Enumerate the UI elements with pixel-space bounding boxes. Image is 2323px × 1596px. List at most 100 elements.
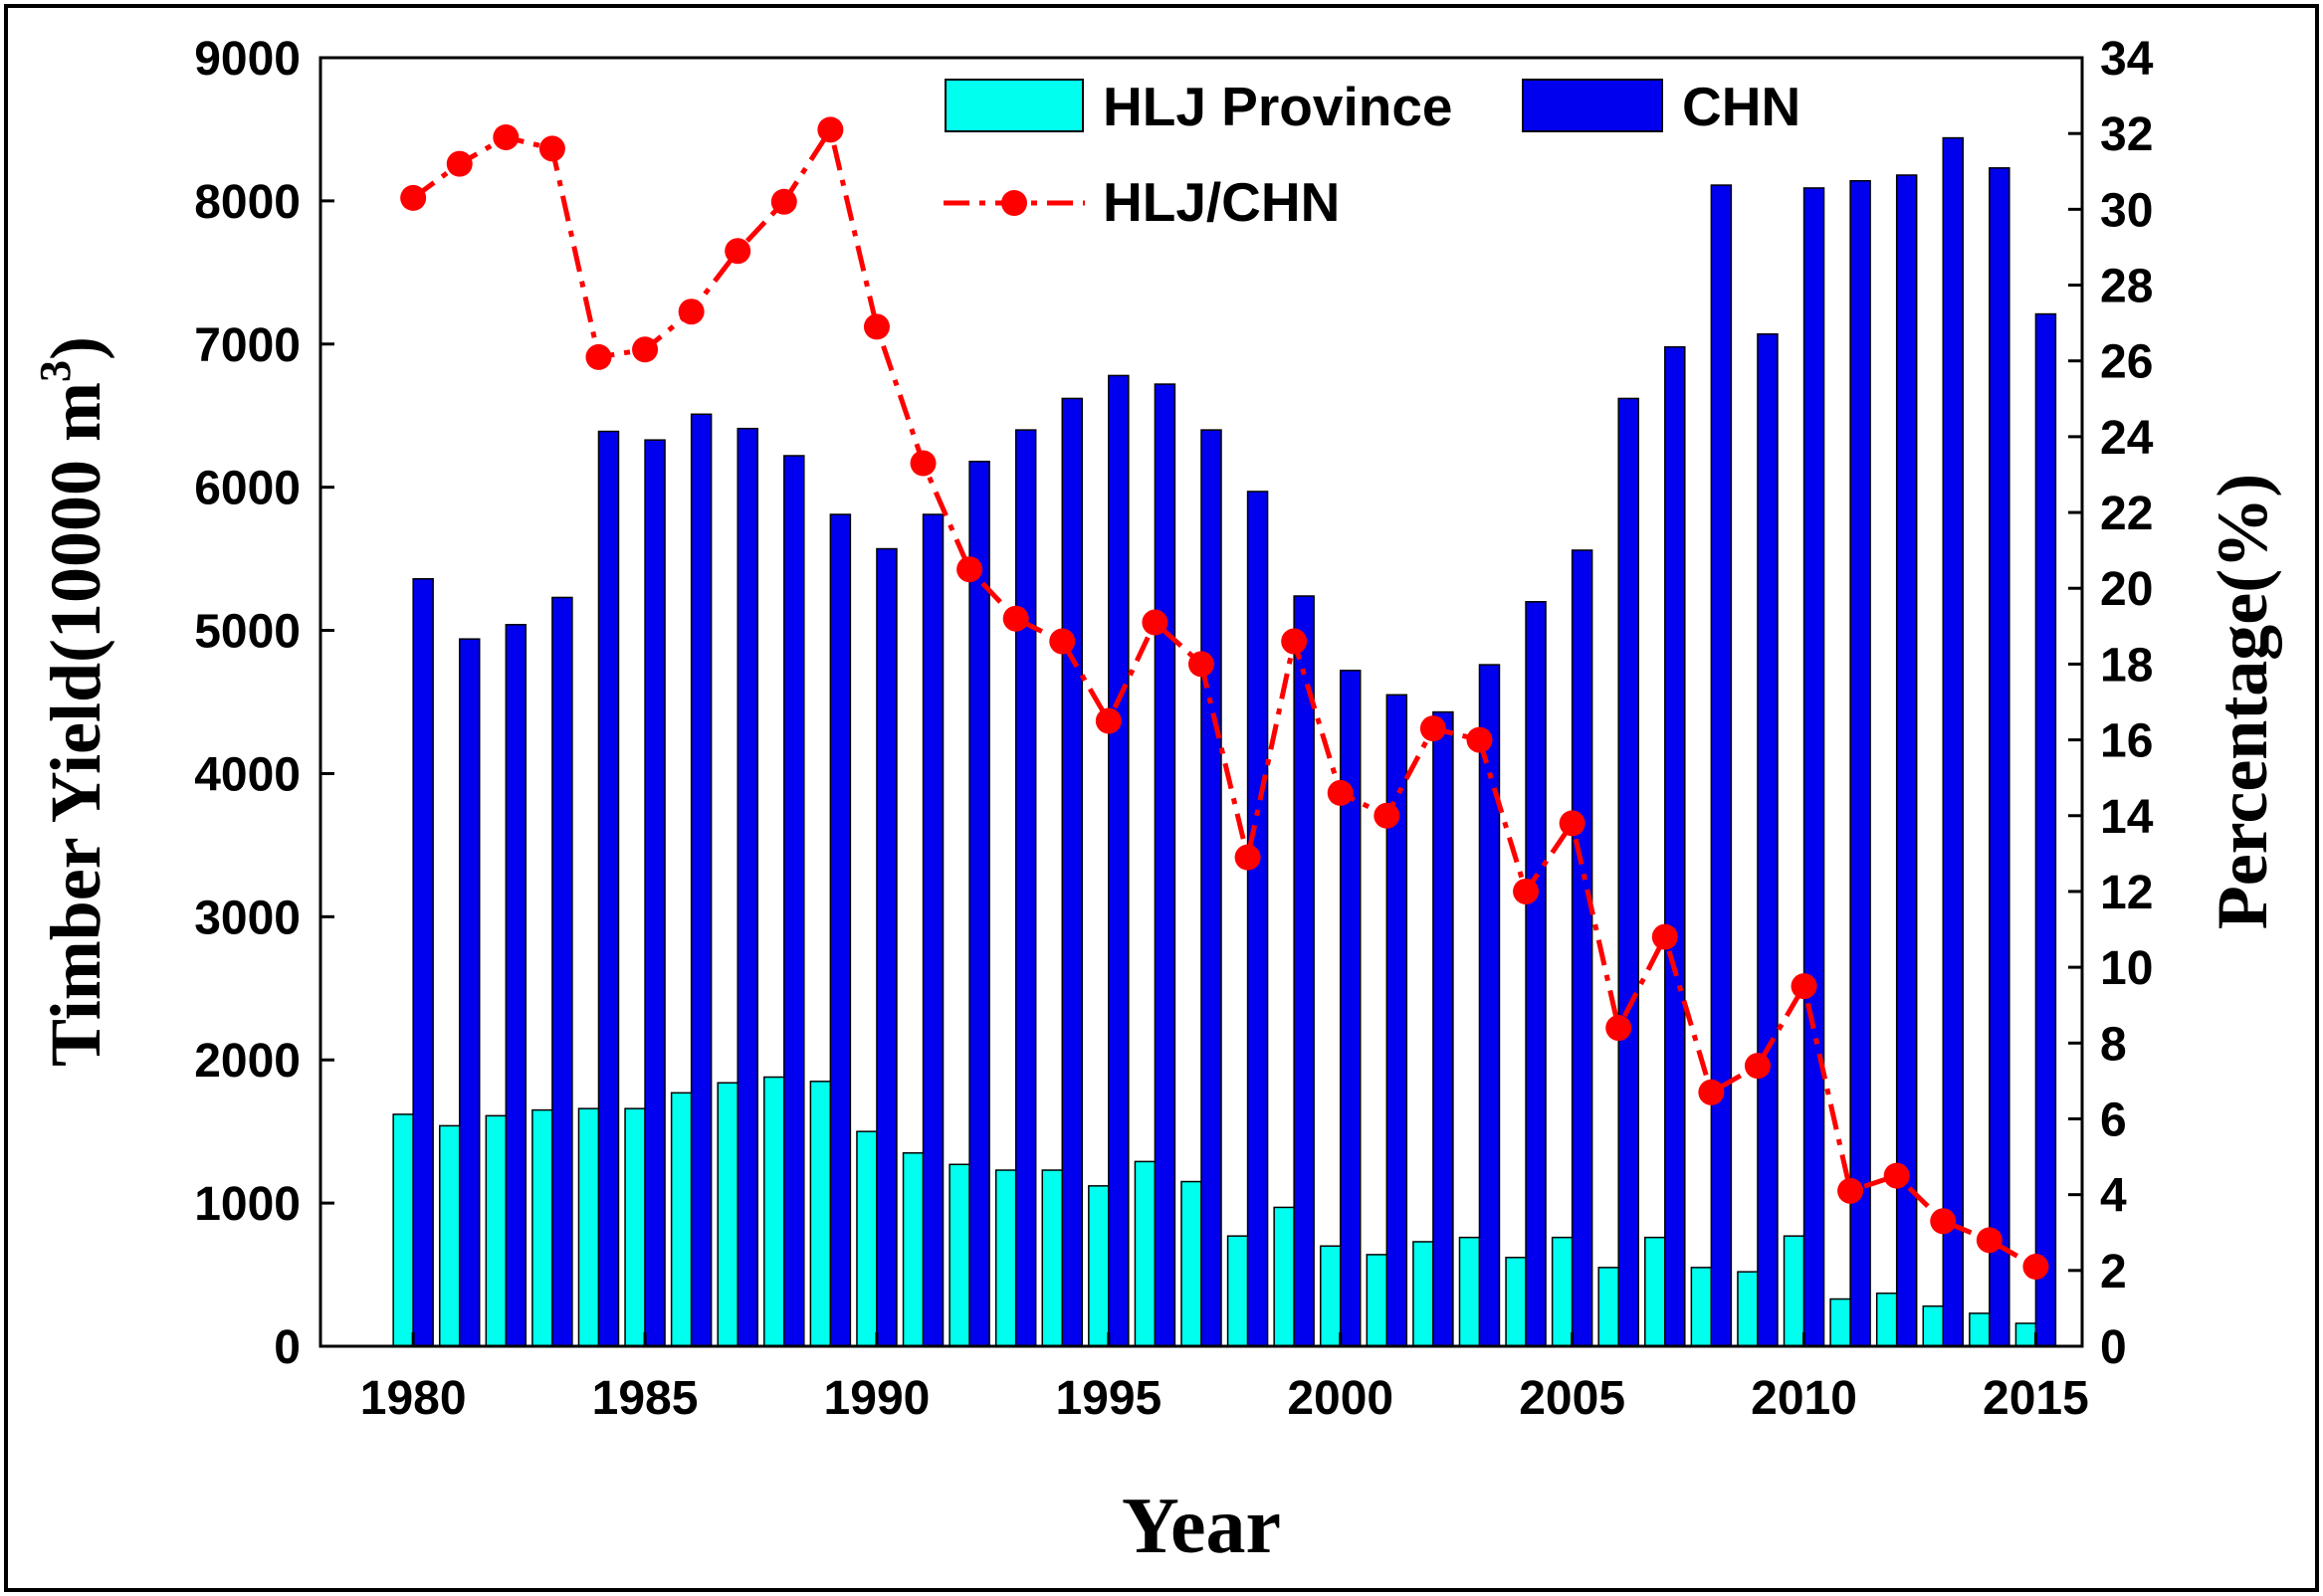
hlj-bar-2006 [1597,1267,1619,1347]
bar-layer [392,136,2057,1347]
plot-frame [318,56,2084,1348]
ratio-point-2011 [1837,1177,1864,1204]
hlj-bar-1985 [624,1107,646,1347]
ratio-point-2003 [1466,726,1493,753]
ratio-point-1981 [446,150,473,177]
chn-bar-2006 [1617,397,1639,1347]
chn-bar-1988 [783,455,805,1347]
chn-bar-1981 [458,638,481,1347]
ratio-point-2009 [1744,1053,1771,1080]
hlj-bar-1980 [392,1113,414,1347]
hlj-bar-2001 [1366,1254,1388,1347]
ratio-point-2015 [2022,1254,2049,1281]
ratio-point-2008 [1698,1079,1725,1105]
hlj-bar-1996 [1134,1160,1157,1347]
y-axis-title-close: ) [36,336,115,360]
y2-tick-label-18: 18 [2100,639,2153,692]
y2-tick-label-34: 34 [2100,33,2154,86]
hlj-bar-2015 [2014,1322,2037,1347]
y-axis-title: Timber Yield(10000 m3) [31,336,115,1067]
hlj-bar-2011 [1829,1297,1851,1347]
y2-tick-label-14: 14 [2100,791,2154,844]
x-tick-label-2015: 2015 [1983,1372,2089,1425]
y2-tick-label-10: 10 [2100,942,2153,995]
y2-tick-label-24: 24 [2100,412,2154,465]
y2-tick-label-16: 16 [2100,715,2153,768]
hlj-bar-1998 [1226,1235,1249,1347]
legend-swatch-hlj [945,79,1084,132]
hlj-bar-2008 [1690,1267,1713,1347]
x-tick-label-1990: 1990 [824,1372,931,1425]
y-tick-label-5000: 5000 [194,606,301,659]
chn-bar-1980 [412,578,434,1347]
chn-bar-1990 [876,547,898,1347]
ratio-point-1984 [585,343,612,370]
legend-swatch-chn [1522,79,1663,132]
chn-bar-1983 [551,596,573,1347]
ratio-point-1988 [770,188,797,215]
hlj-bar-1999 [1273,1206,1295,1347]
x-tick-label-2000: 2000 [1287,1372,1393,1425]
hlj-bar-2003 [1458,1236,1481,1347]
ratio-point-2004 [1513,878,1540,904]
ratio-point-1993 [1002,605,1029,632]
hlj-bar-1988 [763,1076,785,1347]
ratio-point-2000 [1327,779,1354,806]
chn-bar-2009 [1757,332,1779,1347]
chn-bar-2014 [1989,167,2010,1347]
legend: HLJ Province CHN HLJ/CHN [944,76,1800,233]
ratio-point-2012 [1883,1162,1910,1189]
x-tick-label-1985: 1985 [592,1372,699,1425]
chn-bar-1996 [1154,383,1176,1347]
hlj-bar-1982 [485,1114,508,1347]
hlj-bar-2010 [1783,1235,1805,1347]
hlj-bar-2002 [1412,1241,1434,1347]
y-tick-label-7000: 7000 [194,319,301,372]
x-tick-label-1980: 1980 [360,1372,467,1425]
ratio-point-2007 [1651,923,1678,950]
hlj-bar-1984 [577,1107,600,1347]
hlj-bar-1997 [1180,1180,1202,1347]
chn-bar-1985 [644,439,666,1347]
hlj-bar-2004 [1505,1257,1527,1347]
chn-bar-2013 [1942,136,1965,1347]
chn-bar-2000 [1339,670,1362,1347]
ratio-point-1995 [1095,707,1122,734]
ratio-point-2006 [1605,1015,1632,1042]
ratio-point-1987 [725,238,751,265]
x-tick-label-2005: 2005 [1519,1372,1625,1425]
hlj-bar-1987 [717,1082,739,1347]
hlj-bar-2013 [1922,1304,1945,1347]
chn-bar-1984 [597,430,620,1347]
y2-axis-title: Percentage(%) [2203,474,2282,929]
y-tick-label-6000: 6000 [194,463,301,515]
y2-tick-label-28: 28 [2100,261,2153,313]
y-tick-label-3000: 3000 [194,892,301,944]
y2-tick-label-2: 2 [2100,1246,2127,1298]
chn-bar-1999 [1293,595,1315,1347]
hlj-bar-1986 [670,1092,693,1347]
ratio-point-2001 [1373,802,1400,829]
y2-tick-label-6: 6 [2100,1094,2127,1146]
y-tick-label-4000: 4000 [194,748,301,801]
ratio-point-1999 [1281,628,1308,655]
x-axis-title: Year [1122,1483,1281,1570]
y2-tick-label-4: 4 [2100,1170,2127,1223]
chn-bar-2007 [1664,345,1686,1347]
chn-bar-2010 [1802,187,1825,1347]
chn-bar-2003 [1478,664,1501,1347]
chn-bar-2002 [1432,710,1454,1347]
chn-bar-2005 [1571,549,1593,1347]
legend-label-ratio: HLJ/CHN [1103,171,1340,233]
hlj-bar-2000 [1319,1245,1342,1347]
ratio-point-1985 [632,336,659,363]
hlj-bar-1995 [1088,1185,1110,1347]
hlj-bar-2014 [1969,1312,1991,1347]
y-tick-label-8000: 8000 [194,176,301,229]
legend-label-hlj: HLJ Province [1103,76,1453,137]
ratio-point-1982 [493,123,520,150]
x-tick-label-1995: 1995 [1055,1372,1162,1425]
hlj-bar-1991 [902,1152,925,1347]
chn-bar-2011 [1849,179,1871,1347]
ratio-point-2002 [1419,715,1446,742]
